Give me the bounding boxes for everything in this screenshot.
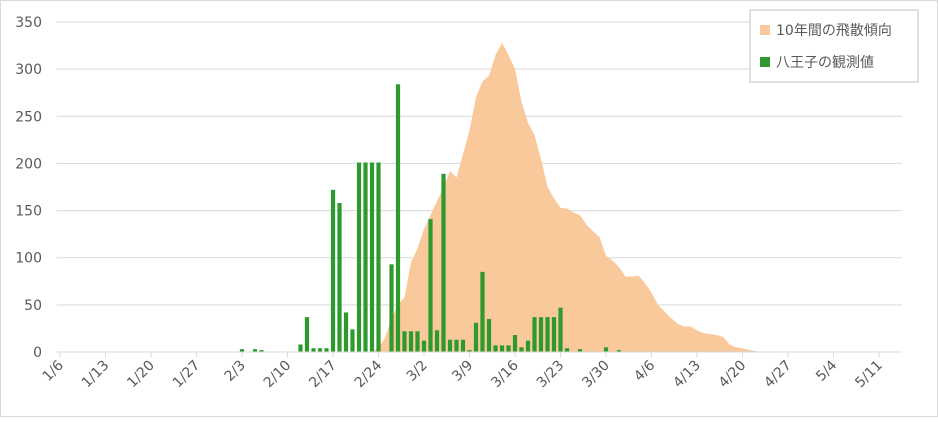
bar (415, 331, 420, 352)
bar (486, 319, 492, 352)
bar (512, 335, 518, 352)
y-tick-label: 250 (15, 109, 42, 125)
bar (324, 348, 329, 352)
bar (298, 344, 303, 352)
bar (376, 162, 381, 352)
y-tick-label: 300 (15, 62, 42, 78)
bar (473, 322, 479, 352)
bar (603, 347, 609, 352)
bar (519, 347, 524, 352)
bar (564, 348, 570, 352)
bar (395, 84, 401, 352)
bar (421, 340, 427, 352)
legend-box (749, 9, 919, 83)
bar (363, 162, 368, 352)
y-tick-label: 100 (15, 251, 42, 267)
bar (551, 317, 557, 352)
bar (447, 339, 453, 352)
bar (499, 345, 505, 352)
bar (558, 307, 563, 352)
bar (350, 329, 355, 352)
bar (460, 339, 466, 352)
legend-label: 10年間の飛散傾向 (776, 23, 892, 39)
bar (317, 348, 323, 352)
y-tick-label: 200 (15, 156, 42, 172)
legend-swatch (760, 25, 770, 35)
bar (369, 162, 375, 352)
bar (493, 345, 498, 352)
bar (506, 345, 511, 352)
bar (525, 340, 531, 352)
y-tick-label: 150 (15, 204, 42, 220)
bar (259, 350, 264, 352)
bar (356, 162, 362, 352)
legend-swatch (760, 57, 770, 67)
y-tick-label: 0 (33, 345, 42, 361)
area (60, 42, 899, 352)
bar (441, 173, 446, 352)
bar (239, 349, 245, 352)
bar (252, 349, 258, 352)
bar (532, 317, 537, 352)
marks (60, 42, 899, 352)
legend-label: 八王子の観測値 (776, 54, 874, 71)
bar (389, 264, 394, 352)
bar (304, 317, 310, 352)
y-tick-label: 50 (24, 298, 42, 314)
bar (434, 330, 440, 352)
bar (408, 331, 414, 352)
bar (480, 271, 485, 352)
bar (330, 189, 336, 352)
y-tick-label: 350 (15, 15, 42, 31)
bar (577, 349, 583, 352)
bar (337, 203, 342, 352)
bar (311, 348, 316, 352)
bar (454, 339, 459, 352)
bar (538, 317, 544, 352)
bar (343, 312, 349, 352)
bar (467, 350, 472, 352)
bar (616, 350, 622, 352)
bar (402, 331, 407, 352)
bar (545, 317, 550, 352)
bar (428, 219, 433, 352)
